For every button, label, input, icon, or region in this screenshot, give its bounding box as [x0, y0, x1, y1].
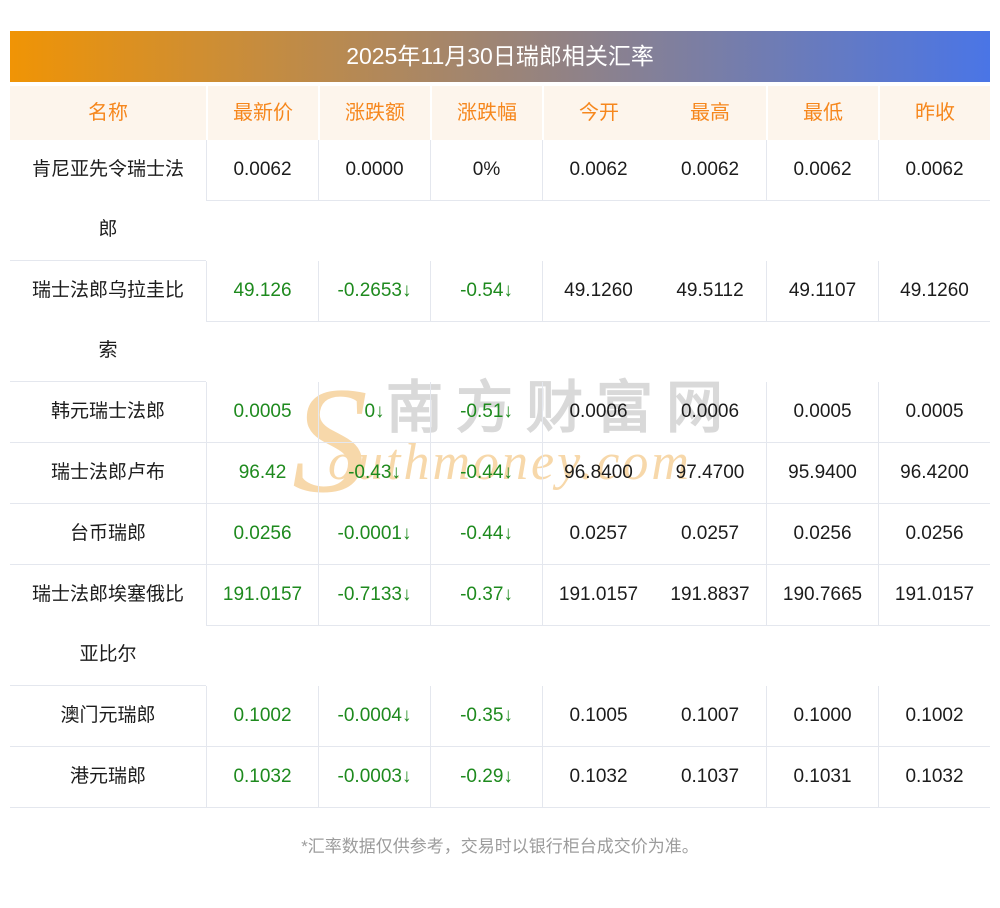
cell-latest: 49.126 — [206, 261, 318, 322]
cell-low: 49.1107 — [766, 261, 878, 322]
cell-name: 瑞士法郎埃塞俄比亚比尔 — [10, 565, 206, 686]
cell-low: 95.9400 — [766, 443, 878, 504]
cell-change-pct: -0.51↓ — [430, 382, 542, 443]
cell-latest: 191.0157 — [206, 565, 318, 626]
column-header-prev-close: 昨收 — [878, 86, 990, 140]
table-row: 港元瑞郎 0.1032 -0.0003↓ -0.29↓ 0.1032 0.103… — [10, 747, 990, 808]
table-row: 澳门元瑞郎 0.1002 -0.0004↓ -0.35↓ 0.1005 0.10… — [10, 686, 990, 747]
cell-change: 0.0000 — [318, 140, 430, 201]
cell-change-pct: -0.44↓ — [430, 504, 542, 565]
cell-change: -0.43↓ — [318, 443, 430, 504]
cell-high: 191.8837 — [654, 565, 766, 626]
cell-name: 韩元瑞士法郎 — [10, 382, 206, 443]
cell-high: 0.0062 — [654, 140, 766, 201]
cell-prev-close: 191.0157 — [878, 565, 990, 626]
table-body: S 南方财富网 outhmoney.com 肯尼亚先令瑞士法郎 0.0062 0… — [10, 140, 990, 808]
cell-change-pct: -0.54↓ — [430, 261, 542, 322]
column-header-latest: 最新价 — [206, 86, 318, 140]
cell-high: 0.1037 — [654, 747, 766, 808]
cell-latest: 96.42 — [206, 443, 318, 504]
cell-open: 49.1260 — [542, 261, 654, 322]
cell-name: 台币瑞郎 — [10, 504, 206, 565]
cell-name: 港元瑞郎 — [10, 747, 206, 808]
table-row: 肯尼亚先令瑞士法郎 0.0062 0.0000 0% 0.0062 0.0062… — [10, 140, 990, 261]
cell-low: 0.0256 — [766, 504, 878, 565]
cell-latest: 0.0062 — [206, 140, 318, 201]
cell-low: 0.0005 — [766, 382, 878, 443]
table-row: 瑞士法郎乌拉圭比索 49.126 -0.2653↓ -0.54↓ 49.1260… — [10, 261, 990, 382]
cell-high: 97.4700 — [654, 443, 766, 504]
column-header-change: 涨跌额 — [318, 86, 430, 140]
cell-open: 0.0006 — [542, 382, 654, 443]
table-row: 瑞士法郎卢布 96.42 -0.43↓ -0.44↓ 96.8400 97.47… — [10, 443, 990, 504]
table-row: 瑞士法郎埃塞俄比亚比尔 191.0157 -0.7133↓ -0.37↓ 191… — [10, 565, 990, 686]
table-title-bar: 2025年11月30日瑞郎相关汇率 — [10, 31, 990, 82]
cell-latest: 0.1002 — [206, 686, 318, 747]
cell-latest: 0.0256 — [206, 504, 318, 565]
cell-low: 0.0062 — [766, 140, 878, 201]
cell-open: 0.1005 — [542, 686, 654, 747]
cell-prev-close: 0.0256 — [878, 504, 990, 565]
cell-high: 49.5112 — [654, 261, 766, 322]
cell-prev-close: 0.0062 — [878, 140, 990, 201]
cell-low: 190.7665 — [766, 565, 878, 626]
table-row: 台币瑞郎 0.0256 -0.0001↓ -0.44↓ 0.0257 0.025… — [10, 504, 990, 565]
cell-low: 0.1031 — [766, 747, 878, 808]
cell-latest: 0.1032 — [206, 747, 318, 808]
table-title: 2025年11月30日瑞郎相关汇率 — [346, 43, 654, 69]
cell-open: 0.0062 — [542, 140, 654, 201]
cell-open: 0.1032 — [542, 747, 654, 808]
cell-name: 澳门元瑞郎 — [10, 686, 206, 747]
column-header-high: 最高 — [654, 86, 766, 140]
column-header-name: 名称 — [10, 86, 206, 140]
cell-change-pct: 0% — [430, 140, 542, 201]
disclaimer-note: *汇率数据仅供参考，交易时以银行柜台成交价为准。 — [301, 837, 699, 856]
cell-change: -0.0004↓ — [318, 686, 430, 747]
cell-change-pct: -0.44↓ — [430, 443, 542, 504]
column-header-low: 最低 — [766, 86, 878, 140]
column-header-open: 今开 — [542, 86, 654, 140]
cell-name: 瑞士法郎卢布 — [10, 443, 206, 504]
cell-latest: 0.0005 — [206, 382, 318, 443]
cell-change-pct: -0.35↓ — [430, 686, 542, 747]
cell-change: 0↓ — [318, 382, 430, 443]
cell-change: -0.7133↓ — [318, 565, 430, 626]
cell-prev-close: 0.1032 — [878, 747, 990, 808]
cell-change: -0.2653↓ — [318, 261, 430, 322]
cell-prev-close: 0.1002 — [878, 686, 990, 747]
cell-name: 肯尼亚先令瑞士法郎 — [10, 140, 206, 261]
cell-change-pct: -0.29↓ — [430, 747, 542, 808]
exchange-rate-page: 2025年11月30日瑞郎相关汇率 名称 最新价 涨跌额 涨跌幅 今开 最高 最… — [0, 31, 1000, 908]
cell-high: 0.1007 — [654, 686, 766, 747]
cell-prev-close: 0.0005 — [878, 382, 990, 443]
cell-high: 0.0257 — [654, 504, 766, 565]
table-row: 韩元瑞士法郎 0.0005 0↓ -0.51↓ 0.0006 0.0006 0.… — [10, 382, 990, 443]
cell-low: 0.1000 — [766, 686, 878, 747]
cell-change-pct: -0.37↓ — [430, 565, 542, 626]
cell-prev-close: 96.4200 — [878, 443, 990, 504]
cell-open: 0.0257 — [542, 504, 654, 565]
cell-name: 瑞士法郎乌拉圭比索 — [10, 261, 206, 382]
cell-open: 191.0157 — [542, 565, 654, 626]
cell-open: 96.8400 — [542, 443, 654, 504]
cell-change: -0.0003↓ — [318, 747, 430, 808]
cell-change: -0.0001↓ — [318, 504, 430, 565]
column-header-change-pct: 涨跌幅 — [430, 86, 542, 140]
table-header-row: 名称 最新价 涨跌额 涨跌幅 今开 最高 最低 昨收 — [10, 86, 990, 140]
cell-prev-close: 49.1260 — [878, 261, 990, 322]
cell-high: 0.0006 — [654, 382, 766, 443]
